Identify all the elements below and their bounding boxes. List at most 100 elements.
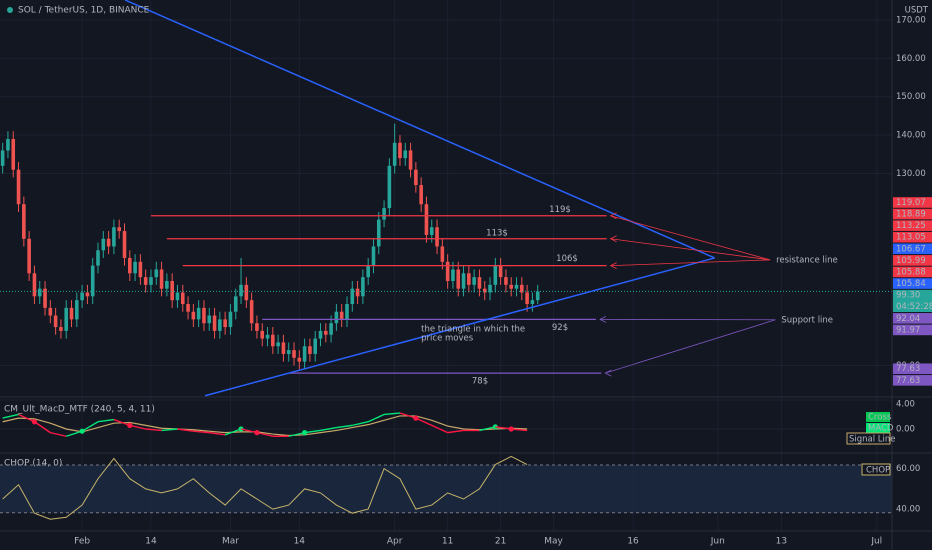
- cross-label: Cross: [868, 413, 892, 423]
- candle-body: [48, 307, 53, 316]
- macd-segment: [352, 421, 369, 427]
- candle-body: [387, 165, 392, 209]
- macd-segment: [288, 431, 305, 437]
- candle-body: [96, 250, 100, 266]
- macd-label: MACD: [868, 424, 894, 434]
- y-tick-label: 4.00: [896, 399, 915, 409]
- trend-line: [124, 0, 715, 259]
- candle-body: [350, 288, 355, 305]
- candle-body: [281, 342, 286, 354]
- macd-segment: [511, 428, 528, 432]
- candle-body: [467, 273, 471, 285]
- candle-body: [429, 227, 434, 235]
- candle-body: [477, 277, 482, 289]
- candle-body: [149, 277, 153, 285]
- annotation-text: Support line: [781, 315, 833, 325]
- candle-body: [6, 138, 10, 151]
- candle-body: [53, 315, 58, 328]
- currency: USDT: [905, 6, 929, 16]
- arrow-head: [604, 369, 612, 377]
- countdown: 04:52:28: [896, 302, 932, 312]
- x-tick-label: 13: [776, 537, 787, 547]
- candle-body: [59, 327, 63, 331]
- price-label-box: [893, 243, 932, 255]
- price-label: 91.97: [896, 325, 920, 335]
- price-label-box: [893, 363, 932, 375]
- candle-body: [461, 273, 466, 289]
- candle-body: [186, 304, 190, 312]
- arrow-head: [609, 262, 617, 269]
- price-label: 105.88: [896, 267, 926, 277]
- x-tick-label: May: [544, 537, 563, 547]
- chop-line: [2, 455, 528, 520]
- candle-body: [175, 292, 180, 301]
- price-label-box: [893, 289, 932, 313]
- candle-body: [493, 265, 498, 285]
- candle-body: [37, 288, 42, 297]
- candle-body: [265, 334, 270, 339]
- price-label-box: [893, 375, 932, 386]
- macd-segment: [209, 431, 226, 436]
- macd-segment: [415, 417, 433, 427]
- candle-body: [525, 292, 529, 305]
- candle-body: [196, 307, 201, 320]
- candle-body: [398, 142, 402, 159]
- candle-body: [32, 273, 37, 297]
- x-tick-label: 21: [495, 537, 506, 547]
- macd-segment: [384, 412, 401, 416]
- candle-body: [419, 185, 423, 205]
- price-label: 113.05: [896, 233, 926, 243]
- candle-body: [292, 350, 296, 358]
- macd-segment: [479, 426, 496, 432]
- candle-body: [361, 277, 365, 297]
- signal-box: [846, 432, 891, 445]
- candle-body: [392, 142, 397, 166]
- candle-body: [382, 208, 386, 220]
- macd-segment: [177, 428, 194, 432]
- candle-body: [414, 169, 418, 186]
- candle-body: [371, 246, 376, 266]
- candle-body: [244, 284, 249, 301]
- macd-segment: [431, 424, 448, 434]
- candle-body: [318, 330, 323, 339]
- price-label: 77.63: [896, 364, 920, 374]
- candle-body: [520, 284, 524, 293]
- x-tick-label: Jun: [710, 537, 725, 547]
- macd-segment: [495, 426, 512, 430]
- candle-body: [255, 323, 259, 331]
- y-tick-label: 0.00: [896, 424, 915, 434]
- candle-body: [159, 269, 164, 289]
- candle-body: [440, 246, 445, 262]
- candle-body: [170, 280, 174, 301]
- candle-body: [223, 319, 227, 328]
- grid: [0, 0, 892, 531]
- macd-segment: [113, 418, 131, 427]
- macd-segment: [224, 428, 242, 436]
- candle-body: [154, 269, 159, 278]
- macd-box: [866, 423, 890, 433]
- chop-band: [0, 464, 892, 513]
- candle-body: [366, 265, 370, 278]
- x-tick-label: Feb: [74, 537, 90, 547]
- candle-body: [482, 288, 487, 293]
- level-label: 92$: [552, 323, 568, 333]
- price-label: 119.07: [896, 198, 926, 208]
- cross-dot: [238, 426, 244, 432]
- macd-segment: [97, 418, 114, 423]
- candle-body: [202, 307, 206, 324]
- candle-body: [334, 311, 339, 324]
- y-tick-label: 150.00: [896, 92, 926, 102]
- candle-body: [498, 265, 503, 278]
- macd-segment: [240, 428, 258, 434]
- macd-segment: [336, 424, 353, 429]
- price-label: 113.25: [896, 221, 926, 231]
- macd-segment: [161, 428, 178, 432]
- macd-segment: [50, 431, 67, 437]
- candle-body: [101, 238, 106, 251]
- candle-body: [514, 284, 519, 289]
- candle-body: [451, 269, 455, 281]
- macd-segment: [320, 426, 337, 432]
- macd-title: CM_Ult_MacD_MTF (240, 5, 4, 11): [4, 405, 155, 415]
- candle-body: [535, 291, 540, 301]
- candle-body: [239, 284, 243, 297]
